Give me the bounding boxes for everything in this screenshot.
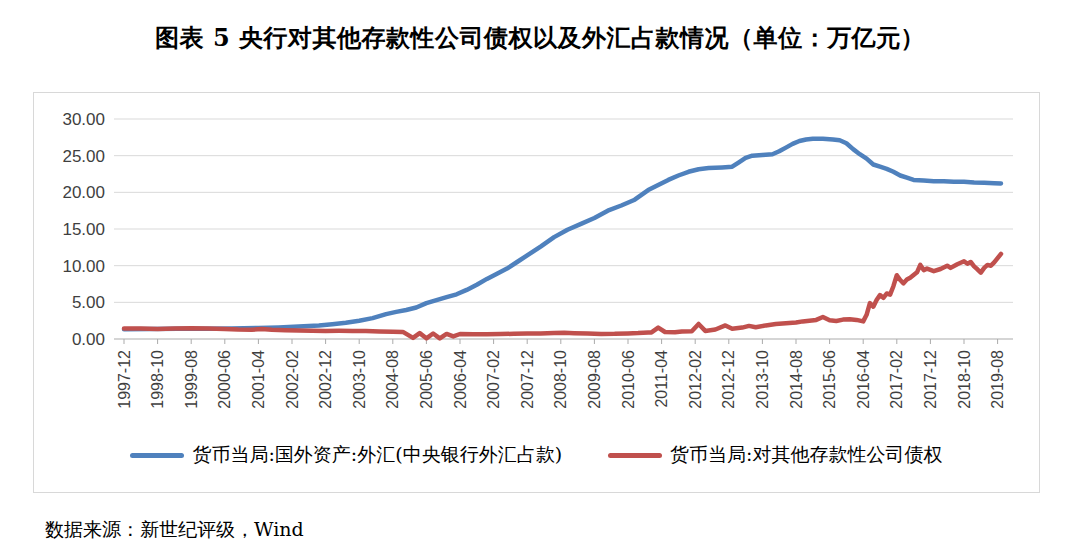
y-axis-tick-label: 25.00 bbox=[62, 147, 105, 166]
x-axis-tick-label: 2017-02 bbox=[888, 350, 905, 409]
x-axis-tick-label: 2010-06 bbox=[620, 350, 637, 409]
y-axis-tick-label: 30.00 bbox=[62, 110, 105, 129]
x-axis-tick-label: 2000-06 bbox=[216, 350, 233, 409]
x-axis-tick-label: 2011-04 bbox=[653, 350, 670, 408]
legend-item-fx-holdings: 货币当局:国外资产:外汇(中央银行外汇占款) bbox=[130, 442, 562, 468]
x-axis-tick-label: 1999-08 bbox=[183, 350, 200, 409]
series-line-1 bbox=[124, 254, 1001, 339]
legend-line-sample-red bbox=[608, 453, 662, 458]
y-axis-tick-label: 10.00 bbox=[62, 257, 105, 276]
line-chart-plot: 30.00 25.00 20.00 15.00 10.00 5.00 0.00 1997-12… bbox=[34, 93, 1039, 438]
figure-title: 图表 5 央行对其他存款性公司债权以及外汇占款情况（单位：万亿元） bbox=[0, 22, 1080, 54]
x-axis-tick-label: 2012-02 bbox=[687, 350, 704, 409]
x-axis-tick-label: 2007-12 bbox=[519, 350, 536, 409]
legend-label-odc-claims: 货币当局:对其他存款性公司债权 bbox=[670, 442, 942, 468]
x-axis-tick-label: 2015-06 bbox=[821, 350, 838, 409]
x-axis-tick-label: 2007-02 bbox=[485, 350, 502, 409]
x-axis-tick-label: 2012-12 bbox=[720, 350, 737, 409]
y-axis-tick-label: 20.00 bbox=[62, 183, 105, 202]
x-axis-tick-label: 2002-12 bbox=[317, 350, 334, 409]
x-axis-tick-label: 2009-08 bbox=[586, 350, 603, 409]
x-axis-tick-label: 2005-06 bbox=[418, 350, 435, 409]
x-axis-tick-label: 2002-02 bbox=[284, 350, 301, 409]
legend-item-odc-claims: 货币当局:对其他存款性公司债权 bbox=[608, 442, 942, 468]
chart-legend: 货币当局:国外资产:外汇(中央银行外汇占款) 货币当局:对其他存款性公司债权 bbox=[34, 442, 1039, 468]
y-axis-tick-label: 15.00 bbox=[62, 220, 105, 239]
x-axis-tick-label: 2018-10 bbox=[956, 350, 973, 409]
y-axis-tick-label: 0.00 bbox=[72, 330, 105, 349]
data-source-note: 数据来源：新世纪评级，Wind bbox=[45, 517, 304, 543]
report-figure-page: 图表 5 央行对其他存款性公司债权以及外汇占款情况（单位：万亿元） 30.00 2… bbox=[0, 0, 1080, 558]
x-axis-tick-label: 2016-04 bbox=[855, 350, 872, 409]
legend-label-fx-holdings: 货币当局:国外资产:外汇(中央银行外汇占款) bbox=[192, 442, 562, 468]
x-axis-tick-label: 2001-04 bbox=[250, 350, 267, 409]
legend-line-sample-blue bbox=[130, 453, 184, 458]
x-axis-tick-label: 1998-10 bbox=[149, 350, 166, 409]
x-axis-tick-label: 2008-10 bbox=[552, 350, 569, 409]
x-axis-tick-label: 2006-04 bbox=[452, 350, 469, 409]
x-axis-tick-label: 2017-12 bbox=[922, 350, 939, 409]
x-axis-tick-label: 2003-10 bbox=[351, 350, 368, 409]
x-axis-tick-label: 2014-08 bbox=[788, 350, 805, 409]
x-axis-tick-label: 1997-12 bbox=[116, 350, 133, 409]
series-line-0 bbox=[124, 139, 1001, 329]
x-axis-tick-label: 2013-10 bbox=[754, 350, 771, 409]
x-axis-tick-label: 2004-08 bbox=[384, 350, 401, 409]
chart-container: 30.00 25.00 20.00 15.00 10.00 5.00 0.00 1997-12… bbox=[33, 92, 1040, 493]
x-axis-tick-label: 2019-08 bbox=[989, 350, 1006, 409]
y-axis-tick-label: 5.00 bbox=[72, 293, 105, 312]
